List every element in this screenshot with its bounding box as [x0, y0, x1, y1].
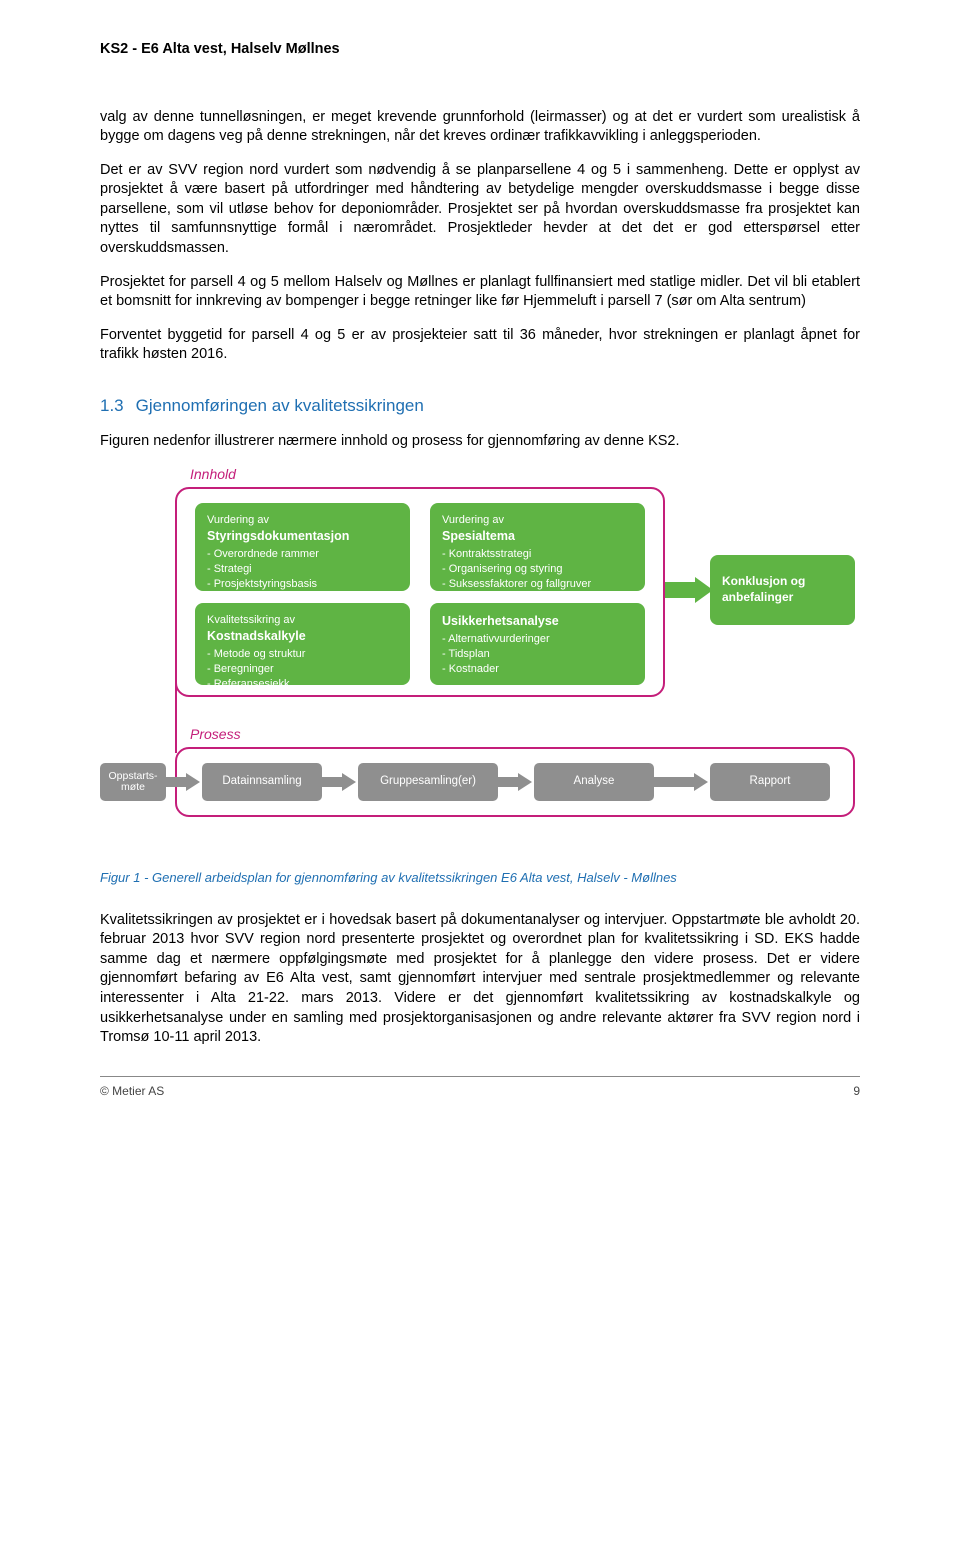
arrow-step-2-icon	[498, 773, 534, 791]
box1-l1: - Overordnede rammer	[207, 547, 398, 562]
box4-l3: - Kostnader	[442, 662, 633, 677]
box1-title: Styringsdokumentasjon	[207, 528, 398, 545]
step-rapport: Rapport	[710, 763, 830, 801]
step-oppstartsmote: Oppstarts- møte	[100, 763, 166, 801]
box3-l2: - Beregninger	[207, 662, 398, 677]
paragraph-1: valg av denne tunnelløsningen, er meget …	[100, 108, 860, 147]
section-heading: 1.3 Gjennomføringen av kvalitetssikringen	[100, 395, 860, 418]
paragraph-6: Kvalitetssikringen av prosjektet er i ho…	[100, 911, 860, 1048]
box-kostnadskalkyle: Kvalitetssikring av Kostnadskalkyle - Me…	[195, 603, 410, 685]
box4-l1: - Alternativvurderinger	[442, 632, 633, 647]
diagram-label-innhold: Innhold	[190, 465, 236, 484]
box2-l3: - Suksessfaktorer og fallgruver	[442, 577, 633, 592]
box4-l2: - Tidsplan	[442, 647, 633, 662]
step-gruppesamling: Gruppesamling(er)	[358, 763, 498, 801]
arrow-step-3-icon	[654, 773, 710, 791]
paragraph-5: Figuren nedenfor illustrerer nærmere inn…	[100, 432, 860, 452]
box3-l3: - Referansesjekk	[207, 677, 398, 692]
section-title: Gjennomføringen av kvalitetssikringen	[136, 396, 424, 415]
box-konklusjon: Konklusjon og anbefalinger	[710, 555, 855, 625]
figure-caption: Figur 1 - Generell arbeidsplan for gjenn…	[100, 869, 860, 887]
box2-l2: - Organisering og styring	[442, 562, 633, 577]
box1-l2: - Strategi	[207, 562, 398, 577]
box1-l3: - Prosjektstyringsbasis	[207, 577, 398, 592]
page-footer: © Metier AS 9	[100, 1076, 860, 1099]
arrow-to-conclusion-icon	[665, 577, 715, 603]
paragraph-3: Prosjektet for parsell 4 og 5 mellom Hal…	[100, 273, 860, 312]
box-spesialtema: Vurdering av Spesialtema - Kontraktsstra…	[430, 503, 645, 591]
arrow-step-1-icon	[322, 773, 358, 791]
footer-left: © Metier AS	[100, 1083, 164, 1099]
step-analyse: Analyse	[534, 763, 654, 801]
box2-l1: - Kontraktsstrategi	[442, 547, 633, 562]
box4-title: Usikkerhetsanalyse	[442, 613, 633, 630]
box5-title: Konklusjon og anbefalinger	[722, 573, 843, 605]
diagram-label-prosess: Prosess	[190, 725, 241, 744]
connector-vertical-icon	[173, 593, 179, 753]
box3-title: Kostnadskalkyle	[207, 628, 398, 645]
box1-lead: Vurdering av	[207, 513, 398, 528]
box2-lead: Vurdering av	[442, 513, 633, 528]
box2-title: Spesialtema	[442, 528, 633, 545]
section-number: 1.3	[100, 395, 124, 418]
box-usikkerhetsanalyse: Usikkerhetsanalyse - Alternativvurdering…	[430, 603, 645, 685]
step-datainnsamling: Datainnsamling	[202, 763, 322, 801]
paragraph-4: Forventet byggetid for parsell 4 og 5 er…	[100, 326, 860, 365]
box-styringsdokumentasjon: Vurdering av Styringsdokumentasjon - Ove…	[195, 503, 410, 591]
paragraph-2: Det er av SVV region nord vurdert som nø…	[100, 161, 860, 259]
page-header-title: KS2 - E6 Alta vest, Halselv Møllnes	[100, 40, 860, 60]
box3-l1: - Metode og struktur	[207, 647, 398, 662]
box3-lead: Kvalitetssikring av	[207, 613, 398, 628]
arrow-step-0-icon	[166, 773, 202, 791]
footer-page-number: 9	[853, 1083, 860, 1099]
process-diagram: Innhold Vurdering av Styringsdokumentasj…	[100, 465, 860, 845]
